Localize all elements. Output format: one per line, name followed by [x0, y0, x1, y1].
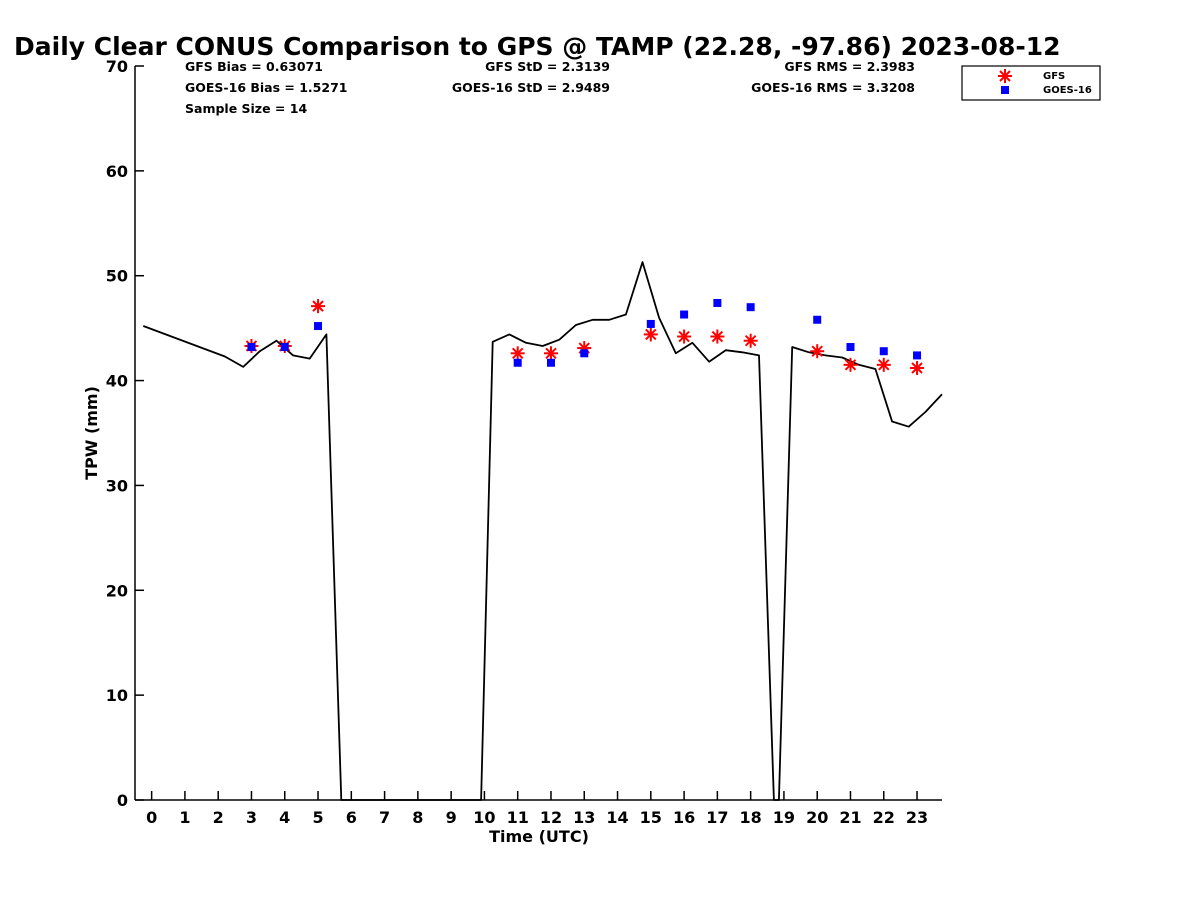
y-tick-label: 10 — [106, 686, 128, 705]
goes16-point — [646, 319, 655, 328]
x-tick-label: 5 — [312, 808, 323, 827]
y-tick-label: 0 — [117, 791, 128, 810]
chart-title: Daily Clear CONUS Comparison to GPS @ TA… — [14, 32, 1061, 61]
x-tick-label: 21 — [839, 808, 861, 827]
x-tick-label: 20 — [806, 808, 828, 827]
stat-gfs-bias: GFS Bias = 0.63071 — [185, 59, 323, 74]
x-tick-label: 11 — [507, 808, 529, 827]
legend-gfs-label: GFS — [1043, 71, 1065, 82]
x-tick-label: 15 — [640, 808, 662, 827]
stat-gfs-std: GFS StD = 2.3139 — [485, 59, 610, 74]
y-tick-label: 70 — [106, 57, 128, 76]
gfs-point — [743, 333, 758, 348]
legend-goes-label: GOES-16 — [1043, 85, 1092, 96]
gfs-point — [910, 360, 925, 375]
goes16-point — [247, 343, 256, 352]
gfs-point — [510, 346, 525, 361]
stat-goes-std: GOES-16 StD = 2.9489 — [452, 80, 610, 95]
gps-tpw-line — [142, 261, 943, 801]
x-tick-label: 0 — [146, 808, 157, 827]
goes16-point — [546, 358, 555, 367]
x-tick-label: 19 — [773, 808, 795, 827]
x-tick-label: 1 — [179, 808, 190, 827]
gfs-point — [876, 357, 891, 372]
gfs-point — [677, 329, 692, 344]
x-axis-ticks: 0 1 2 3 4 5 6 7 8 9 10 11 12 13 14 15 16 17 18 19 20 21 22 23 — [146, 791, 928, 827]
goes16-point — [314, 322, 323, 331]
goes16-point — [713, 298, 722, 307]
gfs-point — [643, 327, 658, 342]
x-tick-label: 6 — [346, 808, 357, 827]
y-axis-ticks: 0 10 20 30 40 50 60 70 — [106, 57, 144, 810]
x-tick-label: 4 — [279, 808, 290, 827]
gfs-point — [311, 299, 326, 314]
stat-sample-size: Sample Size = 14 — [185, 101, 307, 116]
goes16-point — [513, 358, 522, 367]
x-tick-label: 12 — [540, 808, 562, 827]
x-tick-label: 7 — [379, 808, 390, 827]
y-tick-label: 50 — [106, 267, 128, 286]
x-axis-label: Time (UTC) — [489, 827, 589, 846]
goes16-point — [846, 343, 855, 352]
x-tick-label: 18 — [740, 808, 762, 827]
x-tick-label: 9 — [446, 808, 457, 827]
y-axis-label: TPW (mm) — [82, 386, 101, 480]
x-tick-label: 22 — [873, 808, 895, 827]
stat-goes-bias: GOES-16 Bias = 1.5271 — [185, 80, 347, 95]
stat-gfs-rms: GFS RMS = 2.3983 — [784, 59, 915, 74]
gfs-point — [710, 329, 725, 344]
y-tick-label: 30 — [106, 476, 128, 495]
x-tick-label: 17 — [706, 808, 728, 827]
x-tick-label: 8 — [412, 808, 423, 827]
legend-box — [961, 65, 1101, 101]
x-tick-label: 3 — [246, 808, 257, 827]
plot-series — [142, 261, 943, 801]
legend: GFS GOES-16 — [961, 65, 1101, 101]
legend-goes-marker — [1001, 86, 1009, 94]
x-tick-label: 10 — [473, 808, 495, 827]
x-tick-label: 14 — [606, 808, 628, 827]
goes16-point — [746, 303, 755, 312]
x-tick-label: 13 — [573, 808, 595, 827]
x-tick-label: 16 — [673, 808, 695, 827]
goes16-point — [680, 310, 689, 319]
goes16-point — [813, 315, 822, 324]
y-tick-label: 20 — [106, 581, 128, 600]
goes16-point — [580, 349, 589, 358]
stat-goes-rms: GOES-16 RMS = 3.3208 — [751, 80, 915, 95]
stats-block: GFS Bias = 0.63071 GOES-16 Bias = 1.5271… — [185, 59, 915, 116]
y-tick-label: 40 — [106, 372, 128, 391]
y-tick-label: 60 — [106, 162, 128, 181]
x-tick-label: 2 — [213, 808, 224, 827]
goes16-point — [879, 347, 888, 356]
gfs-point — [843, 357, 858, 372]
goes16-point — [280, 343, 289, 352]
gfs-point — [810, 344, 825, 359]
legend-gfs-marker — [998, 69, 1012, 83]
goes16-point — [913, 351, 922, 360]
gfs-point — [543, 346, 558, 361]
x-tick-label: 23 — [906, 808, 928, 827]
